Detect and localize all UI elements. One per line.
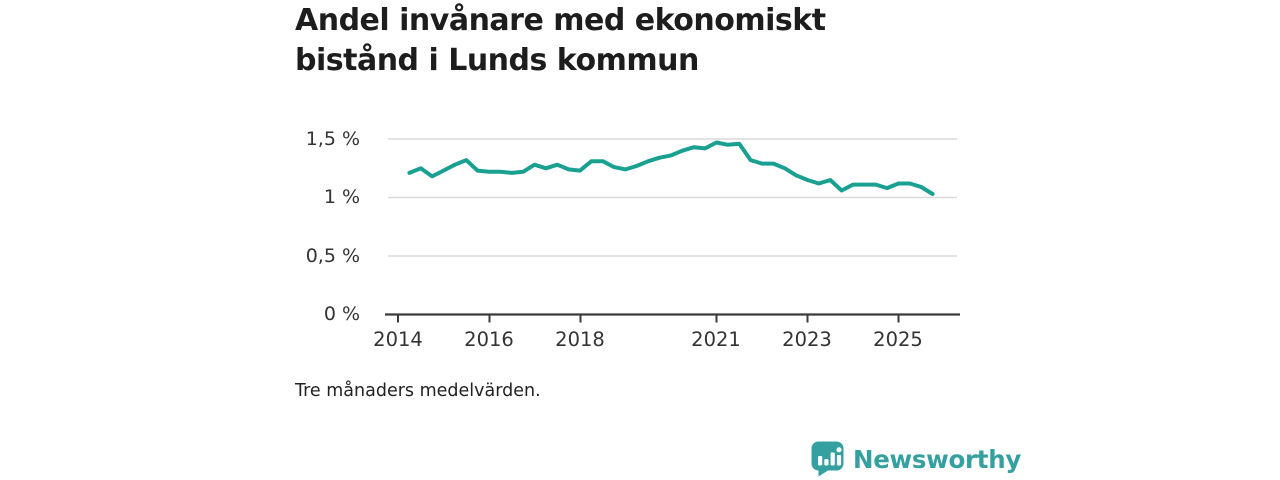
x-axis-tick-label: 2025 — [873, 328, 923, 351]
line-chart-plot-area — [385, 138, 960, 323]
newsworthy-logo[interactable]: Newsworthy — [810, 440, 1021, 478]
x-axis-tick-label: 2023 — [782, 328, 832, 351]
newsworthy-logo-text: Newsworthy — [853, 444, 1022, 474]
x-axis-tick-label: 2016 — [464, 328, 514, 351]
y-axis-tick-label: 1,5 % — [305, 128, 360, 150]
x-axis-tick-label: 2014 — [373, 328, 423, 351]
x-axis-ticks — [397, 314, 900, 323]
chart-title: Andel invånare med ekonomiskt bistånd i … — [295, 3, 826, 78]
speech-bubble-shape — [811, 441, 844, 477]
bar-chart-glyph — [818, 447, 842, 466]
x-axis-tick-label: 2021 — [691, 328, 741, 351]
x-axis-tick-label: 2018 — [555, 328, 605, 351]
y-axis-tick-label: 0 % — [323, 303, 360, 325]
newsworthy-speech-bubble-bar-chart-icon — [811, 441, 844, 477]
chart-footnote: Tre månaders medelvärden. — [295, 381, 541, 401]
y-axis-tick-label: 0,5 % — [305, 245, 360, 267]
data-line-series — [407, 140, 935, 196]
y-axis-tick-label: 1 % — [323, 186, 360, 208]
